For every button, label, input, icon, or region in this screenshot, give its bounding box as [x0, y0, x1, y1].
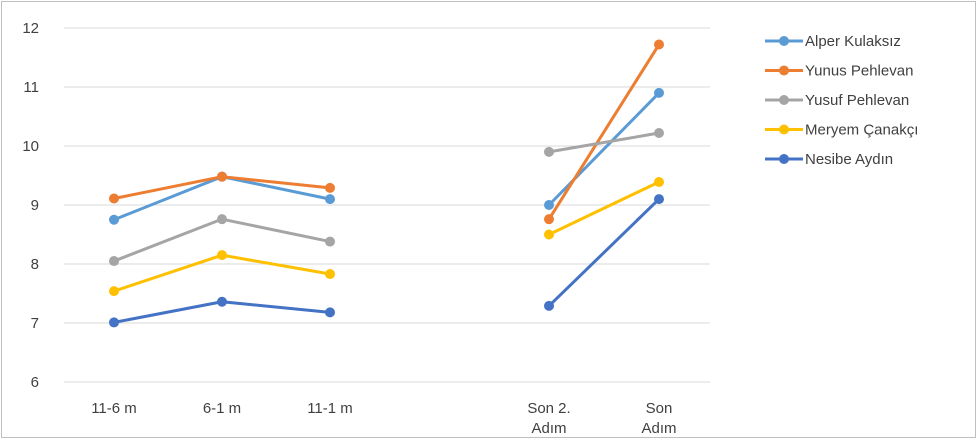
y-tick-label: 11 [23, 79, 39, 96]
series-lines [109, 39, 664, 328]
series-line [112, 253, 332, 293]
x-tick-label: Adım [531, 420, 566, 437]
x-tick-label: 11-6 m [91, 400, 137, 417]
legend: Alper Kulaksız Yunus Pehlevan Yusuf Pehlev… [765, 33, 918, 168]
data-point [544, 214, 554, 225]
data-point [654, 194, 664, 205]
data-point [217, 250, 227, 261]
series-yusuf-pehlevan [109, 128, 664, 267]
data-point [544, 300, 554, 311]
data-point [325, 236, 335, 247]
data-point [544, 200, 554, 210]
legend-marker [779, 65, 789, 76]
x-tick-label: Son [646, 400, 673, 417]
legend-marker [779, 124, 789, 135]
gridlines [64, 27, 710, 383]
data-point [544, 229, 554, 240]
data-point [544, 146, 554, 157]
legend-label: Yusuf Pehlevan [805, 92, 909, 109]
y-tick-label: 12 [22, 20, 39, 37]
legend-label: Nesibe Aydın [805, 151, 893, 168]
data-point [109, 286, 119, 297]
legend-label: Yunus Pehlevan [805, 63, 913, 80]
y-axis-ticks: 6 7 8 9 10 11 12 [22, 20, 39, 391]
data-point [654, 128, 664, 139]
y-tick-label: 7 [31, 315, 39, 332]
data-point [217, 214, 227, 225]
x-tick-label: Son 2. [527, 400, 570, 417]
data-point [109, 193, 119, 204]
y-tick-label: 6 [31, 374, 39, 391]
legend-label: Meryem Çanakçı [805, 122, 918, 139]
series-alper-kulaks-z [109, 87, 664, 225]
y-tick-label: 8 [31, 256, 39, 273]
series-nesibe-ayd-n [109, 194, 664, 328]
legend-marker [779, 95, 789, 105]
x-tick-label: 11-1 m [307, 400, 353, 417]
data-point [109, 317, 119, 328]
y-tick-label: 10 [22, 138, 39, 155]
legend-label: Alper Kulaksız [805, 33, 901, 50]
series-meryem-anak- [109, 176, 664, 297]
legend-marker [779, 36, 789, 46]
series-line [547, 180, 661, 236]
data-point [109, 214, 119, 225]
series-line [547, 131, 661, 154]
x-tick-label: 6-1 m [203, 400, 241, 417]
x-tick-label: Adım [641, 420, 676, 437]
data-point [217, 296, 227, 307]
legend-marker [779, 154, 789, 164]
data-point [654, 39, 664, 50]
data-point [654, 176, 664, 187]
series-yunus-pehlevan [109, 39, 664, 225]
data-point [654, 87, 664, 98]
data-point [325, 182, 335, 193]
series-line [547, 43, 661, 221]
data-point [217, 171, 227, 182]
y-tick-label: 9 [31, 197, 39, 214]
data-point [109, 256, 119, 267]
x-axis-ticks: 11-6 m 6-1 m 11-1 m Son 2. Adım Son Adım [91, 400, 676, 437]
data-point [325, 307, 335, 318]
data-point [325, 194, 335, 205]
series-line [547, 91, 661, 207]
series-line [547, 197, 661, 308]
data-point [325, 269, 335, 280]
